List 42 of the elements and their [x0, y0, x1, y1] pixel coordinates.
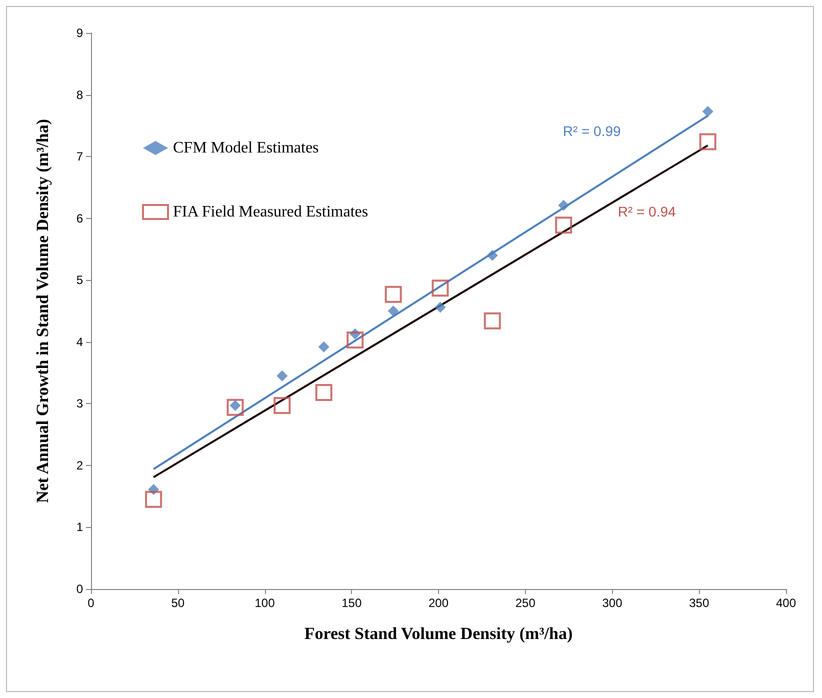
point — [318, 341, 330, 352]
x-tick-label: 0 — [88, 596, 95, 610]
x-axis-title: Forest Stand Volume Density (m³/ha) — [304, 624, 573, 643]
legend-label: FIA Field Measured Estimates — [173, 204, 368, 220]
x-tick-label: 150 — [342, 596, 362, 610]
annotation: R² = 0.99 — [562, 122, 622, 139]
x-tick-label: 250 — [515, 596, 536, 610]
point — [315, 384, 332, 402]
x-tick-label: 350 — [689, 596, 710, 610]
point — [486, 250, 498, 261]
y-tick-label: 4 — [76, 334, 84, 349]
y-tick-label: 2 — [76, 458, 84, 472]
legend-label: CFM Model Estimates — [173, 140, 319, 156]
point — [432, 280, 449, 297]
y-axis-title: Net Annual Growth in Stand Volume Density (m³/ha) — [33, 118, 52, 504]
point — [346, 332, 364, 349]
point — [558, 200, 570, 211]
y-tick-label: 9 — [76, 26, 84, 40]
x-tick-label: 200 — [428, 596, 449, 610]
y-tick-label: 1 — [76, 520, 84, 534]
x-tick-label: 400 — [776, 596, 796, 610]
annotation: R² = 0.94 — [618, 203, 676, 220]
point — [274, 397, 291, 414]
y-tick-label: 0 — [76, 582, 84, 596]
x-tick-label: 50 — [171, 596, 185, 610]
point — [384, 286, 402, 303]
x-tick-label: 100 — [254, 596, 276, 610]
point — [145, 490, 162, 508]
x-tick-label: 300 — [602, 596, 623, 610]
y-tick-label: 7 — [76, 150, 84, 164]
y-tick-label: 5 — [76, 273, 84, 288]
point — [484, 312, 501, 330]
point — [702, 106, 714, 117]
point — [434, 302, 446, 313]
point — [699, 133, 716, 150]
point — [276, 370, 288, 382]
point — [226, 398, 244, 416]
y-tick-label: 3 — [76, 396, 84, 411]
point — [555, 216, 572, 234]
point — [388, 306, 399, 316]
y-tick-label: 8 — [76, 88, 84, 102]
y-tick-label: 6 — [76, 211, 84, 226]
